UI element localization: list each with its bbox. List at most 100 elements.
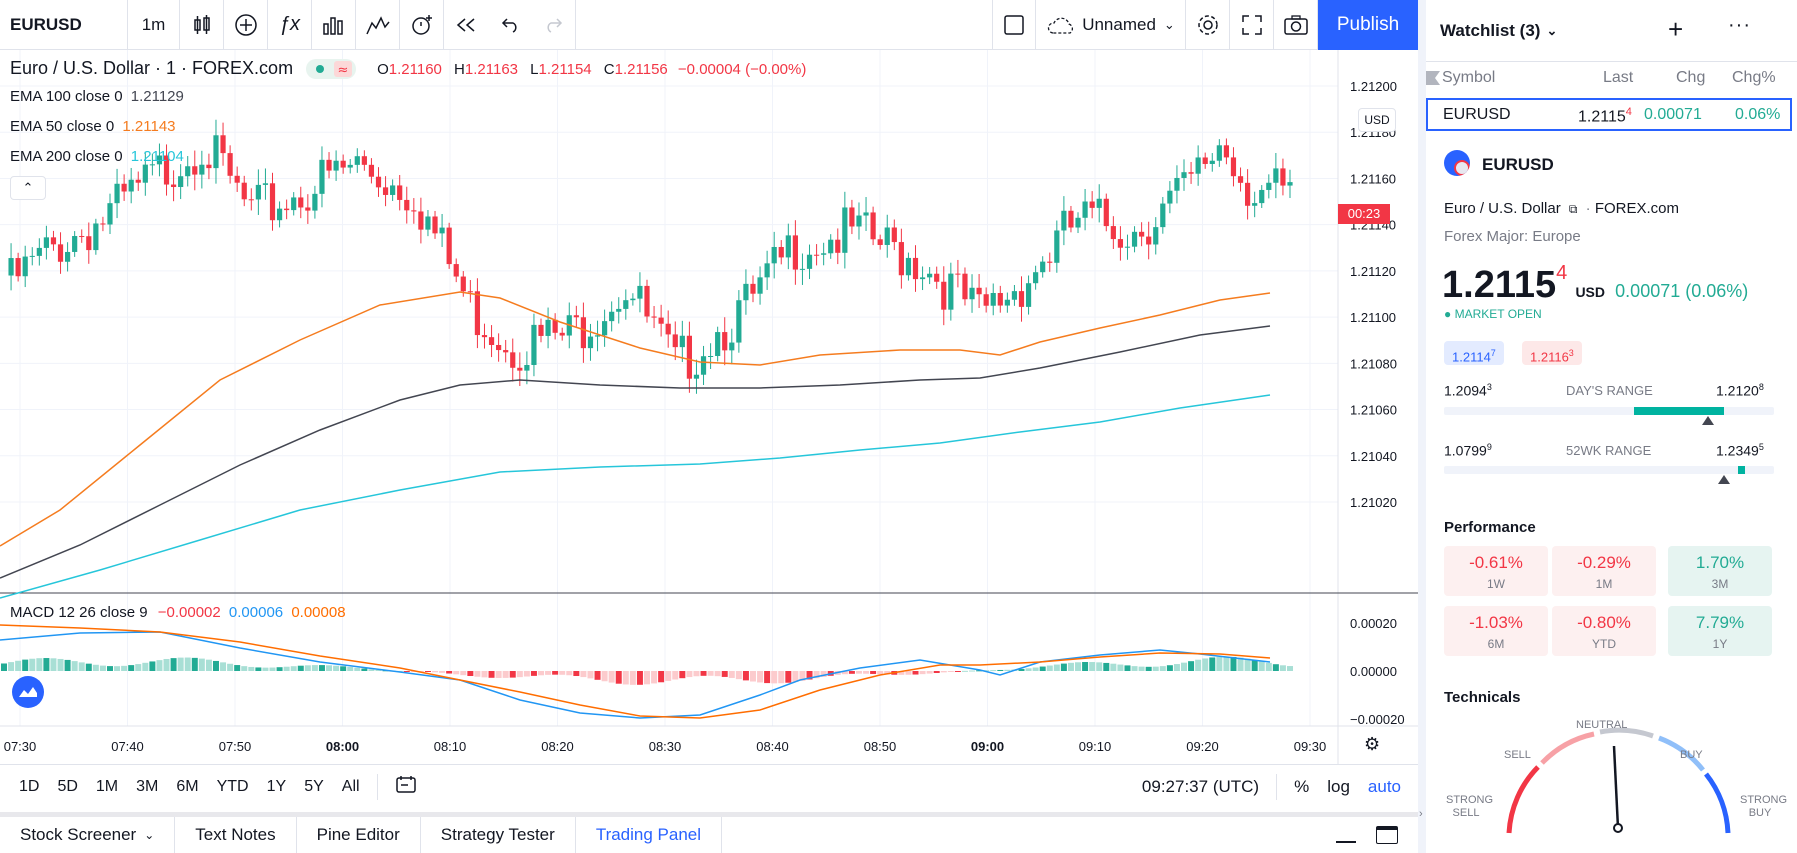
alert-add-icon[interactable] (400, 0, 444, 50)
details-symbol[interactable]: EURUSD (1482, 155, 1554, 174)
range-5y[interactable]: 5Y (304, 777, 324, 795)
watchlist-row-eurusd[interactable]: EURUSD 1.21154 0.00071 0.06% (1426, 98, 1792, 131)
macd-histogram-bar (651, 671, 658, 684)
financials-icon[interactable] (356, 0, 400, 50)
macd-histogram-bar (446, 671, 453, 674)
candle-body (503, 350, 509, 353)
tab-text-notes[interactable]: Text Notes (175, 817, 297, 853)
candle-body (1266, 182, 1272, 190)
ema200-legend[interactable]: EMA 200 close 0 1.21104 (10, 148, 184, 165)
macd-histogram-bar (686, 671, 693, 678)
settings-gear-icon[interactable] (1186, 0, 1230, 50)
macd-histogram-bar (905, 671, 912, 675)
range-1y[interactable]: 1Y (266, 777, 287, 795)
snapshot-camera-icon[interactable] (1274, 0, 1318, 50)
more-options-icon[interactable]: ··· (1728, 14, 1751, 36)
ema50-legend[interactable]: EMA 50 close 0 1.21143 (10, 118, 176, 135)
range-1d[interactable]: 1D (19, 777, 40, 795)
range-3m[interactable]: 3M (136, 777, 159, 795)
auto-scale-toggle[interactable]: auto (1367, 776, 1401, 796)
candle-body (1252, 203, 1258, 206)
layout-name-button[interactable]: Unnamed ⌄ (1036, 0, 1186, 50)
currency-label[interactable]: USD (1358, 108, 1396, 132)
macd-histogram-bar (205, 659, 212, 671)
candle-body (192, 166, 198, 175)
interval-button[interactable]: 1m (128, 0, 180, 50)
details-name[interactable]: Euro / U.S. Dollar (1444, 200, 1561, 217)
publish-button[interactable]: Publish (1318, 0, 1418, 50)
macd-histogram-bar (276, 667, 283, 671)
candle-body (107, 203, 113, 225)
log-scale-toggle[interactable]: log (1327, 776, 1350, 796)
macd-histogram-bar (269, 667, 276, 671)
candle-body (453, 264, 459, 277)
range-6m[interactable]: 6M (176, 777, 199, 795)
performance-title[interactable]: Performance (1444, 519, 1536, 536)
minimize-panel-icon[interactable] (1336, 841, 1356, 843)
collapse-legend-button[interactable]: ⌃ (10, 176, 46, 200)
fullscreen-icon[interactable] (1230, 0, 1274, 50)
tab-strategy-tester[interactable]: Strategy Tester (421, 817, 576, 853)
candle-body (842, 207, 848, 253)
watchlist-title[interactable]: Watchlist (3) (1440, 20, 1541, 40)
fullscreen-square-icon[interactable] (992, 0, 1036, 50)
macd-histogram-bar (884, 671, 891, 675)
candle-body (559, 332, 565, 336)
chevron-down-icon[interactable]: ⌄ (1546, 22, 1558, 38)
column-chgp[interactable]: Chg% (1732, 69, 1776, 86)
macd-histogram-bar (1152, 666, 1159, 671)
technicals-title[interactable]: Technicals (1444, 689, 1521, 706)
tab-pine-editor[interactable]: Pine Editor (297, 817, 421, 853)
candle-body (1082, 201, 1088, 218)
candle-body (340, 160, 346, 168)
candle-body (121, 183, 127, 192)
replay-icon[interactable] (444, 0, 488, 50)
undo-icon[interactable] (488, 0, 532, 50)
compare-add-icon[interactable] (224, 0, 268, 50)
macd-histogram-bar (1075, 662, 1082, 671)
symbol-search-button[interactable]: EURUSD (0, 0, 128, 50)
ema100-line (0, 325, 1271, 579)
flag-icon[interactable] (1426, 71, 1440, 85)
candle-body (948, 273, 954, 310)
wk-high: 1.23495 (1716, 442, 1764, 459)
range-1m[interactable]: 1M (95, 777, 119, 795)
tab-trading-panel[interactable]: Trading Panel (576, 817, 723, 853)
candle-body (418, 211, 424, 230)
column-chg[interactable]: Chg (1676, 69, 1706, 86)
tab-stock-screener[interactable]: Stock Screener ⌄ (0, 817, 176, 853)
utc-clock[interactable]: 09:27:37 (UTC) (1141, 776, 1260, 796)
redo-icon[interactable] (532, 0, 576, 50)
column-last[interactable]: Last (1603, 69, 1634, 86)
axis-settings-gear-icon[interactable]: ⚙ (1364, 734, 1381, 754)
macd-histogram-bar (1188, 661, 1195, 671)
panel-divider[interactable]: › (1418, 0, 1426, 853)
goto-date-calendar-icon[interactable] (386, 774, 426, 799)
templates-icon[interactable] (312, 0, 356, 50)
candle-body (729, 342, 735, 351)
column-symbol[interactable]: Symbol (1442, 69, 1496, 86)
candle-body (262, 183, 269, 185)
candles-icon[interactable] (180, 0, 224, 50)
candle-body (276, 208, 283, 221)
price-chart-svg[interactable]: 1.212001.211801.211601.211401.211201.211… (0, 50, 1418, 764)
macd-histogram-bar (234, 665, 241, 671)
chart-area[interactable]: 1.21200 1.21180 1.21160 1.21140 1.21120 1.211… (0, 50, 1418, 764)
tradingview-logo-icon[interactable] (12, 676, 44, 708)
market-status-pill[interactable]: ≈ (306, 59, 357, 80)
indicators-icon[interactable]: ƒx (268, 0, 312, 50)
ema100-legend[interactable]: EMA 100 close 0 1.21129 (10, 88, 184, 105)
candle-body (1131, 231, 1138, 247)
percent-scale-toggle[interactable]: % (1294, 776, 1310, 796)
add-symbol-icon[interactable]: + (1668, 14, 1684, 44)
range-ytd[interactable]: YTD (216, 777, 249, 795)
macd-legend[interactable]: MACD 12 26 close 9 −0.00002 0.00006 0.00… (10, 604, 346, 621)
macd-tick-label: −0.00020 (1350, 712, 1405, 727)
macd-histogram-bar (1145, 666, 1152, 671)
candle-body (241, 182, 247, 200)
range-5d[interactable]: 5D (57, 777, 78, 795)
macd-histogram-bar (304, 665, 311, 671)
range-all[interactable]: All (341, 777, 360, 795)
external-link-icon[interactable]: ⧉ (1568, 202, 1578, 216)
maximize-panel-icon[interactable] (1376, 826, 1398, 844)
